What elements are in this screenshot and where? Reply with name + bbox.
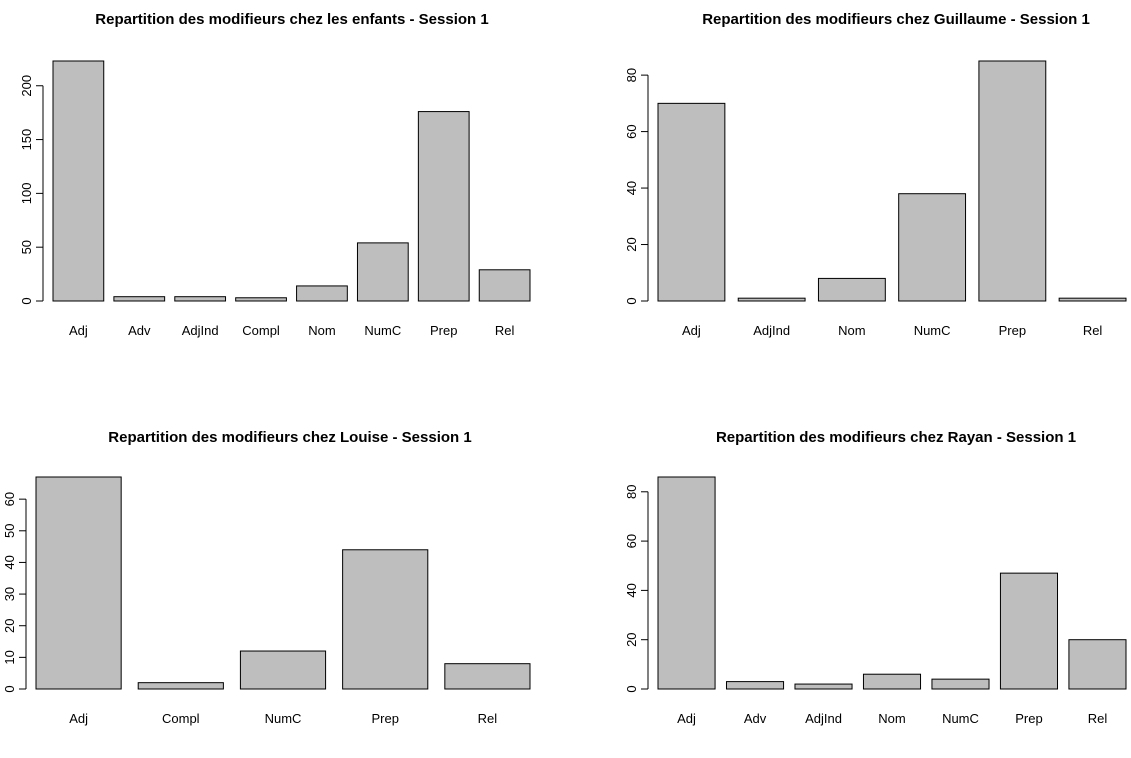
y-tick-label: 40 [2, 555, 17, 569]
y-tick-label: 20 [624, 237, 639, 251]
x-tick-label: Adv [128, 323, 151, 338]
x-tick-label: NumC [364, 323, 401, 338]
bar-adj [657, 102, 726, 302]
bar-adj [35, 476, 122, 690]
y-tick-label: 30 [2, 587, 17, 601]
y-tick-label: 100 [19, 183, 34, 205]
bar-prep [342, 549, 429, 690]
chart-title: Repartition des modifieurs chez Louise -… [108, 429, 471, 446]
bar-adjind [737, 297, 806, 302]
x-tick-label: AdjInd [182, 323, 219, 338]
bar-prep [999, 572, 1059, 690]
chart-panel-guillaume: Repartition des modifieurs chez Guillaum… [624, 11, 1127, 338]
bar-rel [1058, 297, 1127, 302]
chart-title: Repartition des modifieurs chez Guillaum… [702, 11, 1090, 28]
bar-nom [862, 673, 922, 690]
x-tick-label: Rel [1083, 323, 1103, 338]
chart-title: Repartition des modifieurs chez les enfa… [95, 11, 488, 28]
x-tick-label: Rel [495, 323, 515, 338]
y-tick-label: 80 [624, 485, 639, 499]
bar-rel [478, 269, 531, 302]
x-tick-label: Nom [308, 323, 335, 338]
x-tick-label: NumC [942, 711, 979, 726]
x-tick-label: Adv [744, 711, 767, 726]
x-tick-label: Prep [371, 711, 398, 726]
x-tick-label: Prep [430, 323, 457, 338]
y-tick-label: 20 [624, 632, 639, 646]
x-tick-label: Adj [69, 711, 88, 726]
bar-rel [1068, 639, 1127, 690]
bar-rel [444, 663, 531, 690]
bar-adv [113, 296, 166, 302]
y-tick-label: 60 [624, 124, 639, 138]
x-tick-label: Nom [878, 711, 905, 726]
x-tick-label: Prep [1015, 711, 1042, 726]
bar-adjind [174, 296, 227, 302]
bar-adj [657, 476, 716, 690]
y-tick-label: 50 [2, 524, 17, 538]
bar-prep [417, 111, 470, 302]
bar-nom [296, 285, 348, 302]
y-tick-label: 0 [624, 297, 639, 304]
y-tick-label: 50 [19, 240, 34, 254]
y-tick-label: 40 [624, 181, 639, 195]
y-tick-label: 60 [2, 492, 17, 506]
bar-nom [817, 277, 886, 302]
y-tick-label: 80 [624, 68, 639, 82]
y-tick-label: 10 [2, 650, 17, 664]
x-tick-label: Adj [677, 711, 696, 726]
x-tick-label: Nom [838, 323, 865, 338]
x-tick-label: Adj [69, 323, 88, 338]
y-tick-label: 0 [19, 297, 34, 304]
x-tick-label: NumC [914, 323, 951, 338]
x-tick-label: Adj [682, 323, 701, 338]
y-tick-label: 20 [2, 618, 17, 632]
x-tick-label: NumC [265, 711, 302, 726]
bar-prep [978, 60, 1047, 302]
x-tick-label: AdjInd [805, 711, 842, 726]
bar-numc [931, 678, 990, 690]
x-tick-label: Rel [1088, 711, 1108, 726]
x-tick-label: Prep [999, 323, 1026, 338]
x-tick-label: Compl [162, 711, 200, 726]
y-tick-label: 0 [2, 685, 17, 692]
bar-compl [137, 682, 224, 690]
chart-panel-rayan: Repartition des modifieurs chez Rayan - … [624, 429, 1127, 726]
bar-numc [356, 242, 409, 302]
x-tick-label: Compl [242, 323, 280, 338]
y-tick-label: 40 [624, 583, 639, 597]
chart-title: Repartition des modifieurs chez Rayan - … [716, 429, 1076, 446]
x-tick-label: AdjInd [753, 323, 790, 338]
y-tick-label: 200 [19, 75, 34, 97]
bar-compl [235, 297, 287, 302]
bar-adv [725, 681, 785, 690]
chart-panel-enfants: Repartition des modifieurs chez les enfa… [19, 11, 531, 338]
bar-numc [898, 193, 967, 302]
y-tick-label: 0 [624, 685, 639, 692]
bar-numc [239, 650, 327, 690]
bar-adj [52, 60, 105, 302]
y-tick-label: 60 [624, 534, 639, 548]
chart-panel-louise: Repartition des modifieurs chez Louise -… [2, 429, 531, 726]
bar-adjind [794, 683, 853, 690]
y-tick-label: 150 [19, 129, 34, 151]
x-tick-label: Rel [478, 711, 498, 726]
